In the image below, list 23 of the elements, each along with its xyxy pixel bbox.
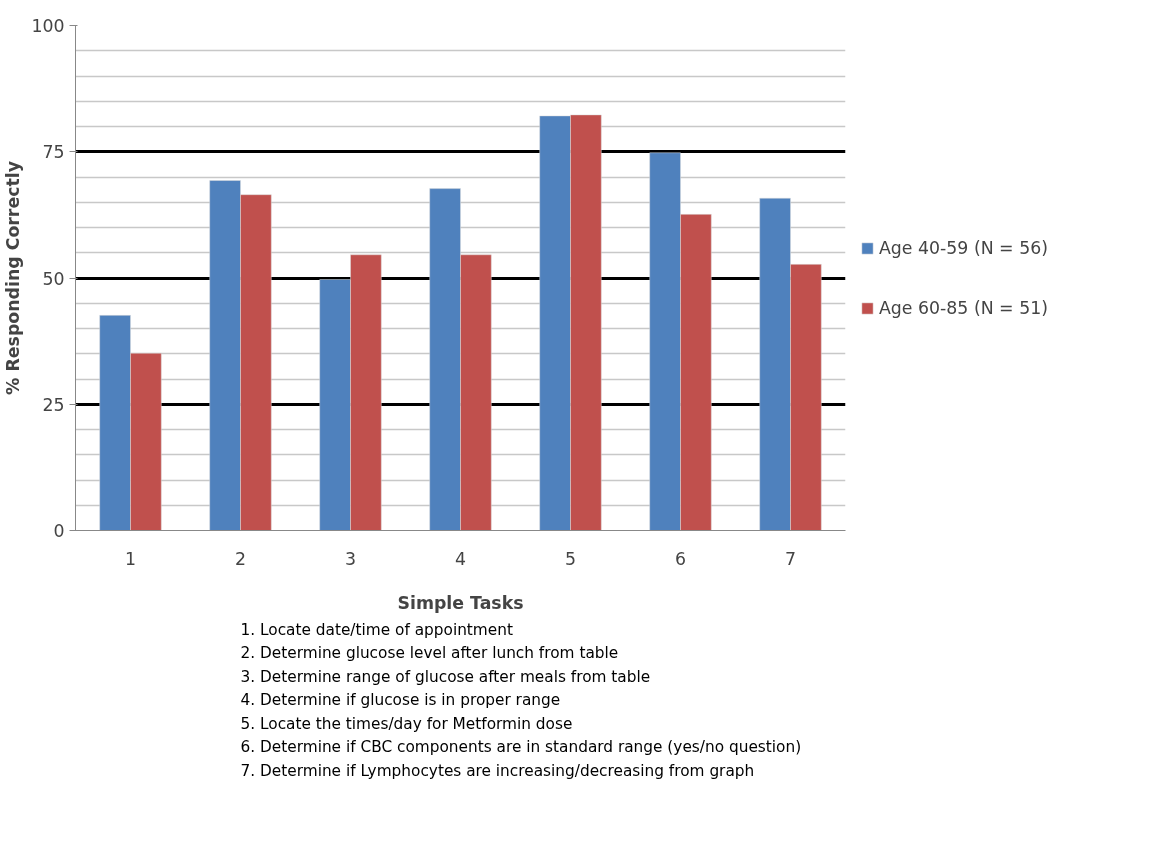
x-tick-label: 7 (784, 548, 797, 569)
legend-label: Age 60-85 (N = 51) (879, 297, 1048, 318)
x-tick-label: 1 (124, 548, 137, 569)
y-tick-label: 25 (42, 394, 65, 415)
x-tick-label: 3 (344, 548, 357, 569)
text: 3. Determine range of glucose after meals from table (240, 667, 651, 686)
x-axis-title: Simple Tasks (397, 592, 524, 613)
text: 2. Determine glucose level after lunch from table (240, 644, 619, 662)
y-tick-label: 0 (53, 521, 65, 541)
legend-label: Age 40-59 (N = 56) (879, 237, 1048, 258)
y-axis-title: % Responding Correctly (3, 161, 24, 395)
y-tick-label: 50 (42, 268, 65, 289)
text: 7. Determine if Lymphocytes are increasing/decreasing from graph (240, 761, 755, 780)
text: 1. Locate date/time of appointment (240, 620, 513, 639)
y-tick-label: 100 (31, 16, 65, 36)
text: 5. Locate the times/day for Metformin dose (240, 714, 573, 733)
x-tick-label: 6 (674, 548, 687, 569)
x-tick-label: 5 (564, 548, 577, 569)
x-tick-label: 4 (454, 548, 467, 569)
text: 4. Determine if glucose is in proper range (240, 691, 561, 709)
x-tick-label: 2 (234, 548, 247, 569)
text: 6. Determine if CBC components are in standard range (yes/no question) (240, 738, 802, 756)
y-tick-label: 75 (42, 142, 65, 163)
